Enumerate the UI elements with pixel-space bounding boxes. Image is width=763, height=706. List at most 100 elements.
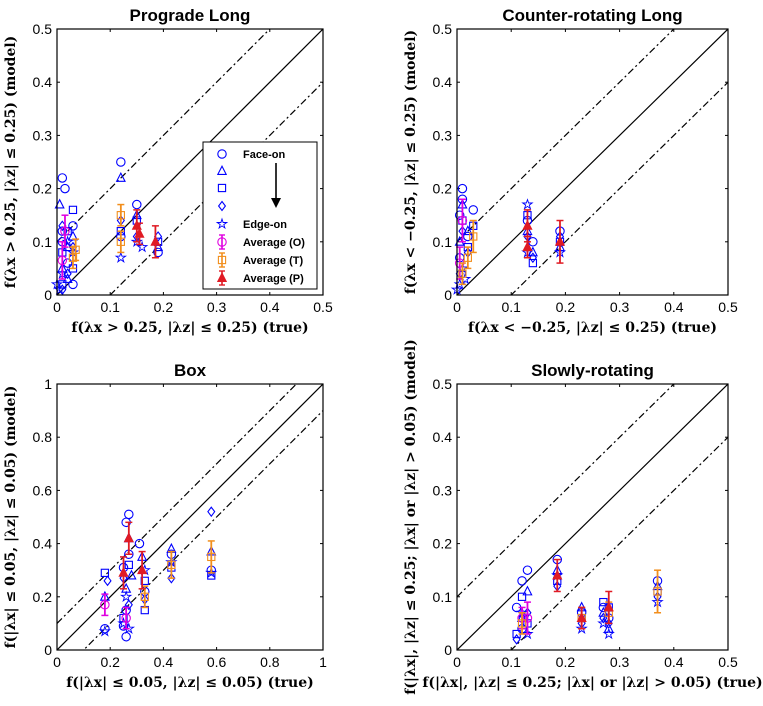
y-tick-label: 0.4 [33, 74, 53, 90]
legend-diamond-icon [217, 200, 227, 212]
star-point [53, 283, 66, 295]
x-tick-label: 0.4 [664, 299, 684, 315]
y-axis-label: f(λx > 0.25, |λz| ≤ 0.25) (model) [3, 36, 19, 289]
legend-circle-errorbar-icon [217, 237, 227, 247]
legend-label: Average (P) [243, 273, 304, 285]
panel-title: Box [174, 361, 207, 380]
circle-point [522, 565, 533, 575]
square-point [140, 576, 149, 585]
diamond-point [167, 572, 176, 584]
series-average-p [552, 558, 614, 630]
legend-label: Edge-on [243, 219, 287, 231]
panel-title: Slowly-rotating [531, 361, 654, 380]
star-point [98, 624, 111, 637]
diamond-point [103, 575, 112, 587]
y-tick-label: 0.1 [433, 234, 453, 250]
x-tick-label: 0.3 [207, 299, 227, 315]
square-point [517, 592, 527, 601]
average-point [457, 215, 468, 226]
square-point [528, 258, 538, 268]
x-tick-label: 0.3 [610, 299, 630, 315]
y-tick-label: 0.5 [33, 21, 53, 37]
average-point [552, 569, 563, 580]
series-average-p [118, 521, 148, 590]
square-point [100, 568, 110, 578]
star-point [119, 590, 133, 602]
y-tick-label: 0.6 [33, 482, 53, 498]
circle-point [57, 173, 68, 183]
star-point [575, 622, 588, 635]
average-point [100, 600, 110, 610]
average-point [469, 232, 478, 241]
average-point [134, 227, 145, 238]
average-point [463, 253, 472, 262]
x-tick-label: 0 [453, 299, 461, 315]
average-point [71, 245, 80, 254]
offset-line [457, 29, 675, 243]
star-point [114, 251, 128, 264]
star-point [602, 627, 615, 640]
circle-point [463, 231, 473, 242]
average-point [207, 552, 216, 562]
y-tick-label: 1 [44, 376, 52, 392]
average-point [116, 211, 125, 220]
offset-line [82, 410, 323, 650]
x-tick-label: 0.1 [501, 654, 521, 670]
triangle-point [126, 569, 137, 580]
x-tick-label: 0.2 [154, 299, 174, 315]
x-tick-label: 0.1 [100, 299, 120, 315]
y-tick-label: 0.3 [433, 127, 453, 143]
average-point [603, 601, 614, 612]
circle-point [457, 183, 468, 194]
y-tick-label: 0.4 [433, 429, 453, 445]
one-to-one-line [457, 384, 728, 650]
average-point [554, 235, 566, 246]
panel-4: 0 0.1 0.2 0.3 0.4 0.5 0 0.1 0.2 0.3 0.4 0.5 Slowly-r… [403, 339, 763, 695]
series-average-p [522, 209, 566, 264]
offset-line [57, 29, 271, 243]
average-point [517, 619, 527, 628]
circle-point [60, 183, 70, 194]
x-axis-label: f(λx > 0.25, |λz| ≤ 0.25) (true) [71, 320, 308, 336]
x-tick-label: 0.1 [501, 299, 521, 315]
triangle-point [522, 585, 533, 596]
offset-line [510, 81, 728, 295]
square-point [124, 560, 133, 570]
y-tick-label: 0 [44, 287, 52, 303]
x-tick-label: 1 [319, 654, 327, 670]
circle-point [132, 199, 142, 210]
legend-star-icon [215, 217, 229, 230]
star-point [521, 198, 534, 210]
series-average-p [131, 209, 161, 259]
x-tick-label: 0 [453, 654, 461, 670]
x-tick-label: 0 [53, 299, 61, 315]
y-tick-label: 0.3 [433, 482, 453, 498]
y-tick-label: 0.8 [33, 429, 53, 445]
star-point [205, 566, 218, 579]
y-tick-label: 0 [444, 287, 452, 303]
one-to-one-line [57, 29, 323, 295]
panel-title: Prograde Long [130, 6, 251, 25]
x-axis-label: f(|λx|, |λz| ≤ 0.25; |λx| or |λz| > 0.05… [422, 675, 762, 691]
x-tick-label: 0.4 [154, 654, 174, 670]
one-to-one-line [57, 384, 323, 650]
average-point [121, 613, 131, 623]
panel-1: 0 0.1 0.2 0.3 0.4 0.5 0 0.1 0.2 0.3 0.4 0.5 Prograde… [3, 6, 333, 336]
y-axis-label: f(|λx| ≤ 0.05, |λz| ≤ 0.05) (model) [3, 386, 19, 649]
star-point [597, 616, 610, 629]
panel-2: 0 0.1 0.2 0.3 0.4 0.5 0 0.1 0.2 0.3 0.4 0.5 Counter-… [403, 6, 738, 336]
legend: Face-on Edge-on Average (O) Average (T) Aver… [202, 141, 318, 290]
circle-point [68, 279, 78, 290]
x-tick-label: 0.2 [556, 654, 576, 670]
series-average-o [57, 214, 70, 280]
diamond-point [124, 599, 133, 611]
x-axis-label: f(λx < −0.25, |λz| ≤ 0.25) (true) [468, 320, 717, 336]
average-point [123, 532, 134, 543]
average-point [68, 253, 78, 262]
x-axis-label: f(|λx| ≤ 0.05, |λz| ≤ 0.05) (true) [66, 675, 314, 691]
circle-point [468, 205, 479, 215]
legend-triangle-errorbar-icon [216, 271, 228, 282]
series-average-t [68, 203, 125, 270]
series-average-t [458, 219, 478, 286]
average-point [458, 269, 467, 278]
